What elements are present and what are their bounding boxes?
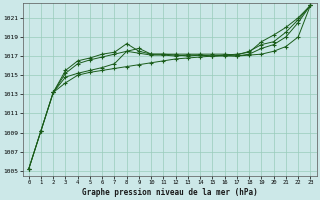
X-axis label: Graphe pression niveau de la mer (hPa): Graphe pression niveau de la mer (hPa) (82, 188, 258, 197)
